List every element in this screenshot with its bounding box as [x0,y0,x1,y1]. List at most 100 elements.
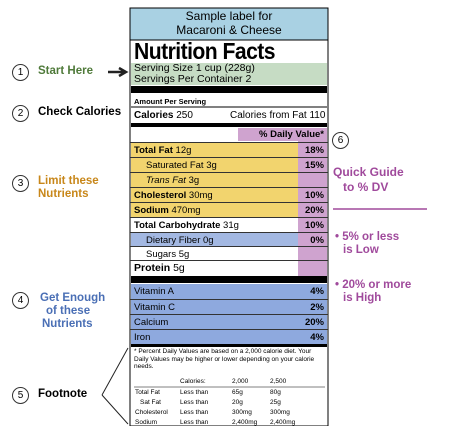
annotation-line: Start Here [38,65,93,77]
guide-point: • 20% or more is High [335,279,411,305]
nutrient-dv: 15% [304,160,324,171]
nutrient-amount: 470mg [171,205,201,216]
annotation: Footnote [38,388,87,401]
circle-number: 3 [12,175,29,192]
nutrient-row: Cholesterol 30mg 10% [130,187,328,202]
nutrient-dv: 10% [304,220,324,231]
vitamin-row: Iron 4% [130,329,328,344]
footnote-header: 2,500 [270,378,287,385]
calories-value: 250 [176,110,193,121]
serving: Serving Size 1 cup (228g) Servings Per Co… [134,63,255,85]
nutrient-name: Protein [134,262,171,274]
footnote-cell: 2,400mg [232,419,258,426]
vitamin-name: Iron [134,332,151,343]
annotation-line: Nutrients [42,318,93,330]
footnote-cell: Less than [180,389,209,396]
bracket [101,347,129,425]
guide-point-line: is High [343,292,382,304]
footnote-cell: Less than [180,419,209,426]
serving-band [131,63,327,85]
bar [131,276,327,283]
nutrient-row: Protein 5g [130,260,328,276]
nutrient-amount: 3g [206,160,217,171]
footnote-cell: Cholesterol [135,409,168,416]
vitamin-row: Vitamin C 2% [130,299,328,314]
guide-point-line: is Low [343,244,379,256]
circle-number: 2 [12,105,29,122]
annotation: Start Here [38,65,93,78]
vitamin-row: Calcium 20% [130,314,328,329]
nutrient-name: Trans Fat [146,175,186,186]
nutrient-dv: 18% [304,145,324,156]
limit-band [131,142,298,217]
vitamin-name: Calcium [134,317,169,328]
guide-title-line: Quick Guide [333,165,404,179]
nutrient-row: Total Carbohydrate 31g 10% [130,217,328,232]
footnote-cell: 300mg [232,409,252,416]
annotation-line: Limit these [38,175,99,187]
amount-per-serving: Amount Per Serving [134,97,207,106]
vitamin-row: Vitamin A 4% [130,284,328,299]
footnote-cell: Total Fat [135,389,160,396]
nutrient-dv: 20% [304,205,324,216]
nutrient-amount: 5g [178,249,190,260]
header: Sample label for Macaroni & Cheese [130,9,328,37]
annotation: Check Calories [38,106,121,119]
annotation-line: Footnote [38,388,88,400]
vitamin-name: Vitamin C [134,302,176,313]
annotation: Get Enough of these Nutrients [40,292,105,331]
circle-number: 1 [12,64,29,81]
nutrient: Cholesterol 30mg [134,188,213,203]
nutrient-row: Total Fat 12g 18% [130,142,328,157]
footnote-cell: 2,400mg [270,419,296,426]
vitamin-dv: 20% [304,317,324,328]
footnote-cell: 80g [270,389,281,396]
nutrient-name: Saturated Fat [146,160,204,171]
annotation-line: Check Calories [38,106,122,118]
annotation-line: of these [46,305,91,317]
nutrient-dv: 0% [310,235,324,246]
footnote-header: 2,000 [232,378,249,385]
nutrient-amount: 5g [173,262,185,274]
nutrient-name: Sodium [134,205,169,216]
footnote-cell: Less than [180,399,209,406]
nutrient: Saturated Fat 3g [146,158,217,173]
title: Nutrition Facts [134,38,276,64]
serving-size: Serving Size 1 cup (228g) [134,62,255,74]
header-line: Macaroni & Cheese [176,23,282,37]
nutrient-dv: 10% [304,190,324,201]
nutrient: Total Carbohydrate 31g [134,218,239,233]
calories-from-fat: Calories from Fat 110 [230,110,326,121]
annotation-line: Get Enough [40,292,106,304]
nutrient-name: Total Carbohydrate [134,220,221,231]
footnote-cell: Less than [180,409,209,416]
dv-band [238,128,327,141]
nutrient-row: Sugars 5g [130,246,328,261]
guide-point-line: • 5% or less [335,231,400,243]
servings: Servings Per Container 2 [134,73,252,85]
footnote-cell: 300mg [270,409,290,416]
calories: Calories [134,110,174,121]
bar [131,123,327,127]
nutrient: Trans Fat 3g [146,173,199,188]
nutrient-name: Dietary Fiber [146,235,201,246]
nutrient: Protein 5g [134,261,185,276]
nutrient-amount: 3g [188,175,200,186]
footnote-cell: 20g [232,399,243,406]
circle-number: 5 [12,387,29,404]
guide-title: Quick Guide to % DV [333,165,404,195]
dv-header: % Daily Value* [259,129,324,140]
footnote: * Percent Daily Values are based on a 2,… [134,348,315,370]
nutrient-amount: 12g [175,145,192,156]
vitamin-dv: 4% [310,286,324,297]
guide-point-line: • 20% or more [335,279,412,291]
footnote-cell: 25g [270,399,281,406]
vitamin-dv: 4% [310,332,324,343]
nutrient-row: Trans Fat 3g [130,172,328,187]
dv-column [298,141,327,276]
nutrient-name: Sugars [146,249,177,260]
annotation-line: Nutrients [38,188,89,200]
guide-point: • 5% or less is Low [335,231,399,257]
footnote-cell: Sodium [135,419,158,426]
